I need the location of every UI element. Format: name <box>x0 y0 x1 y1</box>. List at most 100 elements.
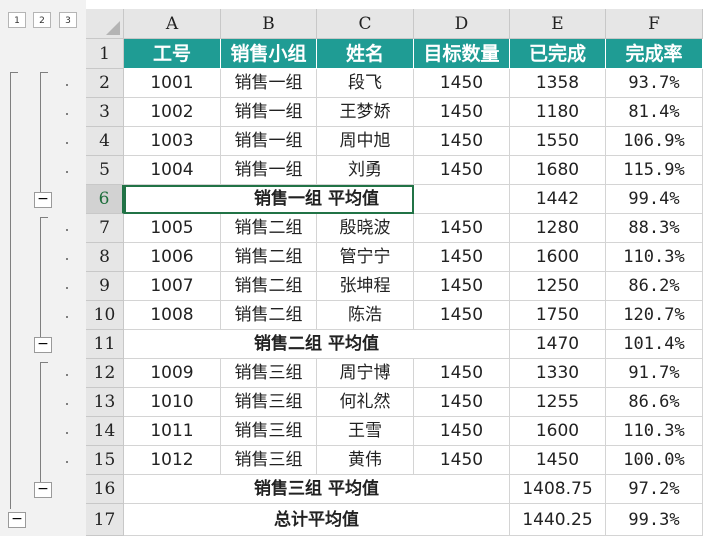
row-header-16[interactable]: 16 <box>86 475 124 504</box>
cell-e3[interactable]: 1180 <box>510 98 606 127</box>
cell-a8[interactable]: 1006 <box>124 243 221 272</box>
cell-e6[interactable]: 1442 <box>510 185 606 214</box>
row-header-8[interactable]: 8 <box>86 243 124 272</box>
collapse-group-button[interactable]: − <box>34 481 52 498</box>
cell-d14[interactable]: 1450 <box>414 417 510 446</box>
cell-f10[interactable]: 120.7% <box>606 301 703 330</box>
row-header-2[interactable]: 2 <box>86 69 124 98</box>
header-cell-c1[interactable]: 姓名 <box>317 39 414 69</box>
header-cell-a1[interactable]: 工号 <box>124 39 221 69</box>
cell-d5[interactable]: 1450 <box>414 156 510 185</box>
subtotal-label-row6[interactable]: 销售一组 平均值 <box>124 185 510 214</box>
cell-d3[interactable]: 1450 <box>414 98 510 127</box>
cell-d12[interactable]: 1450 <box>414 359 510 388</box>
cell-f11[interactable]: 101.4% <box>606 330 703 359</box>
cell-c9[interactable]: 张坤程 <box>317 272 414 301</box>
row-header-13[interactable]: 13 <box>86 388 124 417</box>
header-cell-d1[interactable]: 目标数量 <box>414 39 510 69</box>
collapse-group-button[interactable]: − <box>34 191 52 208</box>
cell-f4[interactable]: 106.9% <box>606 127 703 156</box>
cell-a9[interactable]: 1007 <box>124 272 221 301</box>
header-cell-e1[interactable]: 已完成 <box>510 39 606 69</box>
cell-d4[interactable]: 1450 <box>414 127 510 156</box>
cell-b2[interactable]: 销售一组 <box>221 69 317 98</box>
cell-b12[interactable]: 销售三组 <box>221 359 317 388</box>
cell-f17[interactable]: 99.3% <box>606 504 703 536</box>
subtotal-label-row16[interactable]: 销售三组 平均值 <box>124 475 510 504</box>
row-header-15[interactable]: 15 <box>86 446 124 475</box>
cell-a10[interactable]: 1008 <box>124 301 221 330</box>
cell-e5[interactable]: 1680 <box>510 156 606 185</box>
subtotal-label-row11[interactable]: 销售二组 平均值 <box>124 330 510 359</box>
cell-f2[interactable]: 93.7% <box>606 69 703 98</box>
cell-b10[interactable]: 销售二组 <box>221 301 317 330</box>
cell-e13[interactable]: 1255 <box>510 388 606 417</box>
cell-a3[interactable]: 1002 <box>124 98 221 127</box>
outline-level-3-button[interactable]: 3 <box>59 12 77 28</box>
row-header-11[interactable]: 11 <box>86 330 124 359</box>
row-header-14[interactable]: 14 <box>86 417 124 446</box>
row-header-3[interactable]: 3 <box>86 98 124 127</box>
column-header-e[interactable]: E <box>510 9 606 39</box>
cell-b9[interactable]: 销售二组 <box>221 272 317 301</box>
cell-a2[interactable]: 1001 <box>124 69 221 98</box>
cell-d2[interactable]: 1450 <box>414 69 510 98</box>
header-cell-f1[interactable]: 完成率 <box>606 39 703 69</box>
cell-d10[interactable]: 1450 <box>414 301 510 330</box>
cell-c5[interactable]: 刘勇 <box>317 156 414 185</box>
cell-c13[interactable]: 何礼然 <box>317 388 414 417</box>
cell-f5[interactable]: 115.9% <box>606 156 703 185</box>
cell-e9[interactable]: 1250 <box>510 272 606 301</box>
collapse-group-button[interactable]: − <box>8 512 26 528</box>
row-header-5[interactable]: 5 <box>86 156 124 185</box>
row-header-10[interactable]: 10 <box>86 301 124 330</box>
outline-level-1-button[interactable]: 1 <box>8 12 26 28</box>
cell-a13[interactable]: 1010 <box>124 388 221 417</box>
row-header-7[interactable]: 7 <box>86 214 124 243</box>
cell-e12[interactable]: 1330 <box>510 359 606 388</box>
cell-e11[interactable]: 1470 <box>510 330 606 359</box>
cell-a4[interactable]: 1003 <box>124 127 221 156</box>
row-header-4[interactable]: 4 <box>86 127 124 156</box>
cell-a14[interactable]: 1011 <box>124 417 221 446</box>
cell-c12[interactable]: 周宁博 <box>317 359 414 388</box>
cell-e10[interactable]: 1750 <box>510 301 606 330</box>
cell-b3[interactable]: 销售一组 <box>221 98 317 127</box>
cell-d9[interactable]: 1450 <box>414 272 510 301</box>
cell-e16[interactable]: 1408.75 <box>510 475 606 504</box>
cell-d15[interactable]: 1450 <box>414 446 510 475</box>
select-all-corner[interactable] <box>86 9 124 39</box>
cell-e14[interactable]: 1600 <box>510 417 606 446</box>
cell-c8[interactable]: 管宁宁 <box>317 243 414 272</box>
cell-f16[interactable]: 97.2% <box>606 475 703 504</box>
cell-a5[interactable]: 1004 <box>124 156 221 185</box>
column-header-a[interactable]: A <box>124 9 221 39</box>
row-header-17[interactable]: 17 <box>86 504 124 536</box>
row-header-9[interactable]: 9 <box>86 272 124 301</box>
cell-b13[interactable]: 销售三组 <box>221 388 317 417</box>
cell-b15[interactable]: 销售三组 <box>221 446 317 475</box>
column-header-c[interactable]: C <box>317 9 414 39</box>
cell-c14[interactable]: 王雪 <box>317 417 414 446</box>
row-header-6[interactable]: 6 <box>86 185 124 214</box>
cell-e8[interactable]: 1600 <box>510 243 606 272</box>
cell-d13[interactable]: 1450 <box>414 388 510 417</box>
cell-e4[interactable]: 1550 <box>510 127 606 156</box>
outline-level-2-button[interactable]: 2 <box>33 12 51 28</box>
row-header-1[interactable]: 1 <box>86 39 124 69</box>
cell-c15[interactable]: 黄伟 <box>317 446 414 475</box>
cell-f3[interactable]: 81.4% <box>606 98 703 127</box>
cell-e2[interactable]: 1358 <box>510 69 606 98</box>
cell-b5[interactable]: 销售一组 <box>221 156 317 185</box>
row-header-12[interactable]: 12 <box>86 359 124 388</box>
cell-f14[interactable]: 110.3% <box>606 417 703 446</box>
collapse-group-button[interactable]: − <box>34 336 52 353</box>
cell-d7[interactable]: 1450 <box>414 214 510 243</box>
cell-c2[interactable]: 段飞 <box>317 69 414 98</box>
cell-f9[interactable]: 86.2% <box>606 272 703 301</box>
cell-f6[interactable]: 99.4% <box>606 185 703 214</box>
column-header-b[interactable]: B <box>221 9 317 39</box>
cell-b8[interactable]: 销售二组 <box>221 243 317 272</box>
cell-c4[interactable]: 周中旭 <box>317 127 414 156</box>
cell-c7[interactable]: 殷晓波 <box>317 214 414 243</box>
